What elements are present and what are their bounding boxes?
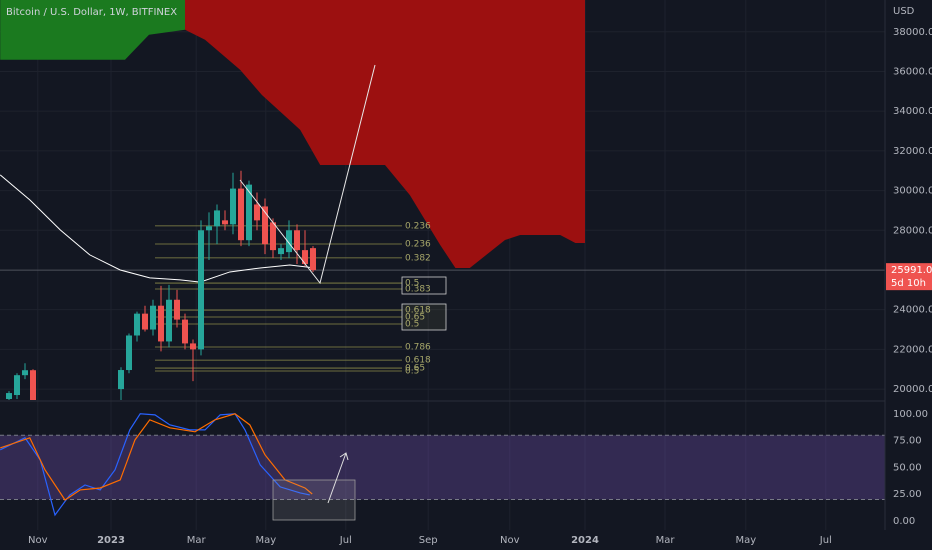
projection-drawing [239,64,376,285]
x-tick-label: Mar [656,535,676,546]
stoch-pane [0,413,885,517]
fib-label: 0.5 [405,279,419,289]
fib-label: 0.786 [405,342,431,352]
y-tick-label: 32000.0 [893,146,932,157]
fib-label: 0.382 [405,253,431,263]
x-tick-label: Mar [187,535,207,546]
y-tick-label: 24000.0 [893,305,932,316]
candle-body [182,319,188,344]
candle-body [30,370,36,400]
fib-label: 0.65 [405,364,425,374]
y-tick-label: 28000.0 [893,225,932,236]
cloud [185,0,585,268]
x-tick-label: 2024 [571,535,599,546]
last-price-box [886,263,932,291]
y-tick-label: 20000.0 [893,384,932,395]
countdown-label: 5d 10h [891,278,926,289]
y-tick-label: 50.00 [893,462,922,473]
candle-body [14,375,20,396]
cloud [0,0,185,60]
x-tick-label: May [255,535,276,546]
candle-body [238,188,244,241]
candle-body [190,343,196,350]
fib-label: 0.383 [405,285,431,295]
candle-body [262,206,268,245]
fib-label: 0.618 [405,306,431,316]
candle-body [174,299,180,320]
candle-body [150,305,156,330]
candle-body [302,250,308,265]
fib-label: 0.236 [405,221,431,231]
currency-label: USD [893,6,915,17]
y-tick-label: 36000.0 [893,66,932,77]
x-tick-label: 2023 [97,535,125,546]
x-tick-label: Nov [500,535,520,546]
candle-body [6,393,12,400]
last-price-label: 25991.0 [891,265,932,276]
candle-body [158,305,164,342]
stoch-line [0,413,313,501]
y-tick-label: 30000.0 [893,186,932,197]
arrow [327,452,347,504]
candle-body [310,248,316,271]
fib-box [401,303,447,331]
candle-body [246,184,252,241]
candle-body [230,188,236,225]
fib-label: 0.5 [405,367,419,377]
candle-body [294,230,300,251]
moving-average [0,174,316,283]
stoch-line [0,413,310,517]
fib-label: 0.5 [405,319,419,329]
chart-title: Bitcoin / U.S. Dollar, 1W, BITFINEX [6,7,177,18]
stoch-box [272,479,356,521]
arrow-head [339,452,349,461]
x-tick-label: Jul [819,535,832,546]
candle-body [22,370,28,376]
fib-label: 0.65 [405,313,425,323]
x-tick-label: Sep [419,535,438,546]
candle-body [270,222,276,251]
candle-body [142,313,148,330]
fib-box [401,276,447,295]
candle-body [222,220,228,225]
fib-label: 0.618 [405,356,431,366]
candle-body [126,335,132,371]
y-tick-label: 100.00 [893,409,928,420]
price-pane: 0.2360.2360.3820.50.3830.6180.650.50.786… [0,0,885,400]
fib-label: 0.236 [405,239,431,249]
x-tick-label: Nov [28,535,48,546]
axes: 20000.022000.024000.026000.028000.030000… [28,27,932,546]
candle-body [198,230,204,350]
y-tick-label: 38000.0 [893,27,932,38]
candle-body [166,299,172,342]
band [0,435,885,500]
y-tick-label: 0.00 [893,516,915,527]
candle-body [214,210,220,227]
candle-body [118,370,124,390]
y-tick-label: 34000.0 [893,106,932,117]
candle-body [254,204,260,221]
candle-body [206,226,212,231]
x-tick-label: May [735,535,756,546]
x-tick-label: Jul [339,535,352,546]
candle-body [278,248,284,255]
y-tick-label: 22000.0 [893,344,932,355]
candle-body [134,313,140,336]
y-tick-label: 25.00 [893,489,922,500]
y-tick-label: 75.00 [893,436,922,447]
candle-body [286,230,292,253]
